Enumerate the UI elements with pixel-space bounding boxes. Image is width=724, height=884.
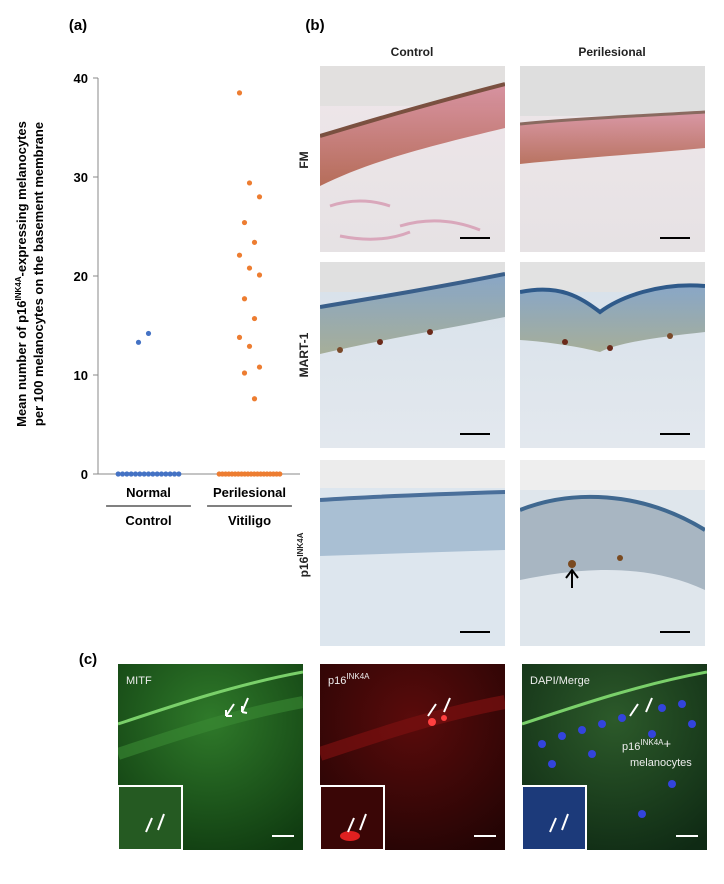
data-point (256, 364, 263, 370)
data-point (241, 219, 248, 226)
fluorescence-image: MITF (118, 664, 303, 850)
panel-label: (a) (69, 17, 87, 34)
y-label-text: -expressing melanocytes (14, 121, 29, 276)
fluorescence-image: DAPI/Merge p16INK4A+ melanocytes (522, 664, 707, 850)
data-point (124, 471, 130, 477)
row-label: MART-1 (297, 332, 311, 377)
data-point (158, 471, 165, 477)
data-point (135, 339, 142, 345)
row-label-text: p16 (297, 556, 311, 577)
micrograph (520, 262, 705, 448)
x-tick-label: Perilesional (213, 485, 286, 500)
micrograph (320, 460, 505, 646)
data-point (256, 194, 263, 200)
data-point (154, 471, 160, 477)
data-point (246, 343, 253, 349)
data-point (137, 471, 143, 477)
data-point (141, 471, 147, 477)
annotation-suffix: + (663, 736, 671, 751)
column-header: Perilesional (578, 45, 645, 59)
y-tick-label: 30 (74, 170, 88, 185)
row-label: FM (297, 151, 311, 168)
data-point (163, 471, 169, 477)
group-label: Control (125, 513, 171, 528)
data-point (145, 471, 152, 477)
panel-label: (b) (305, 17, 324, 34)
data-point (251, 396, 258, 402)
micrograph (520, 66, 705, 252)
data-point (277, 471, 283, 477)
y-axis-label: per 100 melanocytes on the basement memb… (31, 122, 46, 426)
fluorescence-image: p16INK4A (320, 664, 505, 850)
image-label-sup: INK4A (346, 672, 370, 681)
column-header: Control (391, 45, 434, 59)
y-tick-label: 20 (74, 269, 88, 284)
data-point (256, 272, 263, 278)
image-label: p16INK4A (328, 672, 370, 687)
data-point (145, 330, 152, 337)
data-point (246, 180, 253, 186)
data-point (241, 296, 248, 302)
data-point (251, 315, 258, 322)
row-label-sup: INK4A (296, 532, 305, 556)
image-label: MITF (126, 675, 152, 687)
annotation: melanocytes (630, 757, 692, 769)
y-label-text: Mean number of p16 (14, 300, 29, 426)
data-point (246, 265, 253, 271)
annotation-text: p16 (622, 741, 640, 753)
data-point (171, 471, 178, 477)
x-tick-label: Normal (126, 485, 171, 500)
data-point (236, 252, 243, 258)
annotation-sup: INK4A (640, 738, 664, 747)
data-point (236, 90, 243, 96)
data-point (236, 334, 243, 340)
data-point (128, 471, 134, 477)
y-tick-label: 10 (74, 368, 88, 383)
strip-chart: (a) Mean number of p16INK4A-expressing m… (14, 17, 300, 528)
data-point (119, 471, 126, 477)
panel-label: (c) (79, 651, 97, 668)
data-point (150, 471, 156, 477)
group-label: Vitiligo (228, 513, 271, 528)
data-point (241, 370, 248, 376)
data-point (176, 471, 182, 477)
micrograph (520, 460, 705, 646)
image-label: DAPI/Merge (530, 675, 590, 687)
row-label: p16INK4A (296, 532, 311, 577)
micrograph (320, 66, 505, 252)
data-point (167, 471, 173, 477)
y-label-sup: INK4A (14, 276, 23, 300)
data-point (115, 471, 121, 477)
y-tick-label: 40 (74, 71, 88, 86)
y-tick-label: 0 (81, 467, 88, 482)
data-point (251, 239, 258, 245)
annotation: p16INK4A+ (622, 736, 671, 753)
micrograph (320, 262, 505, 448)
y-axis-label: Mean number of p16INK4A-expressing melan… (14, 121, 29, 427)
data-point (132, 471, 139, 477)
image-label-text: p16 (328, 675, 346, 687)
